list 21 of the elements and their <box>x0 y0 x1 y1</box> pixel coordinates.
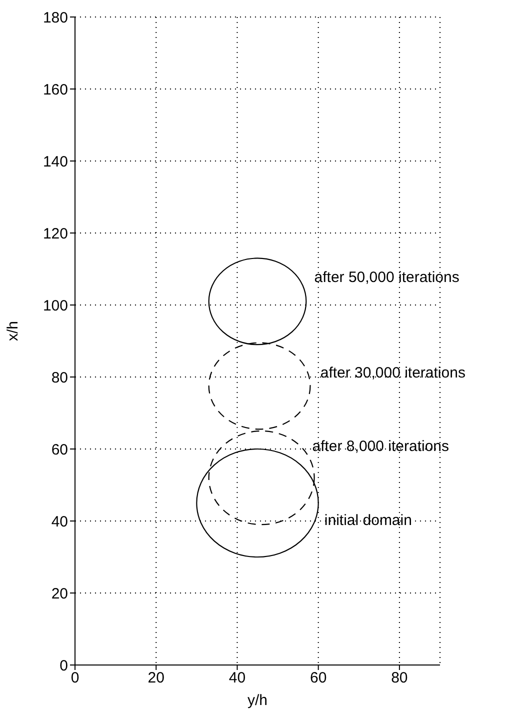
annotation: after 8,000 iterations <box>312 438 450 456</box>
y-tick-label: 160 <box>42 81 68 98</box>
y-tick-label: 140 <box>42 153 68 170</box>
annotation: initial domain <box>324 512 412 529</box>
x-tick-label: 80 <box>391 670 408 687</box>
y-tick-label: 20 <box>51 585 68 602</box>
y-tick-label: 0 <box>60 657 68 674</box>
y-tick-label: 100 <box>42 297 68 314</box>
x-tick-label: 20 <box>148 670 164 687</box>
annotation: after 30,000 iterations <box>320 364 466 382</box>
x-tick-label: 0 <box>70 670 80 687</box>
y-tick-label: 120 <box>42 225 68 242</box>
y-tick-label: 180 <box>42 9 68 26</box>
y-tick-label: 60 <box>51 441 68 458</box>
x-tick-label: 40 <box>228 670 246 687</box>
x-axis-title: y/h <box>247 692 268 709</box>
x-tick-label: 60 <box>310 670 327 687</box>
y-tick-label: 40 <box>51 513 68 530</box>
y-tick-label: 80 <box>51 369 68 386</box>
annotation: after 50,000 iterations <box>314 268 460 286</box>
y-axis-title: x/h <box>4 320 22 341</box>
